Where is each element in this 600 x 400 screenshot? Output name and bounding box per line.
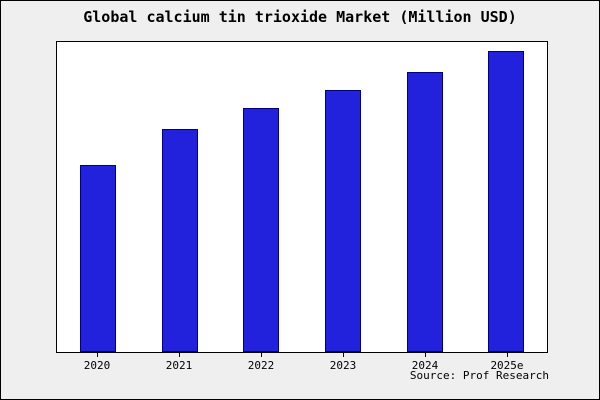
x-tick-2024: [425, 353, 426, 357]
bar-column-2022: [220, 42, 302, 352]
x-tick-2025e: [507, 353, 508, 357]
x-tick-label-2021: 2021: [138, 353, 220, 372]
x-tick-label-2025e: 2025e: [466, 353, 548, 372]
x-tick-2022: [261, 353, 262, 357]
x-tick-label-2024: 2024: [384, 353, 466, 372]
bar-2023: [324, 90, 361, 352]
x-tick-label-2020: 2020: [56, 353, 138, 372]
bar-2022: [243, 108, 280, 352]
bar-2021: [161, 129, 198, 352]
x-tick-2023: [343, 353, 344, 357]
plot-area: [56, 41, 548, 353]
x-axis-labels: 2020 2021 2022 2023 2024 2025e: [56, 353, 548, 372]
bars-container: [57, 42, 547, 352]
chart-title: Global calcium tin trioxide Market (Mill…: [83, 8, 517, 26]
bar-column-2025e: [465, 42, 547, 352]
bar-2025e: [488, 51, 525, 352]
bar-column-2020: [57, 42, 139, 352]
bar-2020: [79, 165, 116, 352]
x-tick-label-2023: 2023: [302, 353, 384, 372]
bar-2024: [406, 72, 443, 352]
bar-column-2024: [384, 42, 466, 352]
x-tick-2020: [97, 353, 98, 357]
bar-column-2021: [139, 42, 221, 352]
x-tick-2021: [179, 353, 180, 357]
source-annotation: Source: Prof Research: [409, 369, 549, 382]
bar-column-2023: [302, 42, 384, 352]
x-tick-label-2022: 2022: [220, 353, 302, 372]
